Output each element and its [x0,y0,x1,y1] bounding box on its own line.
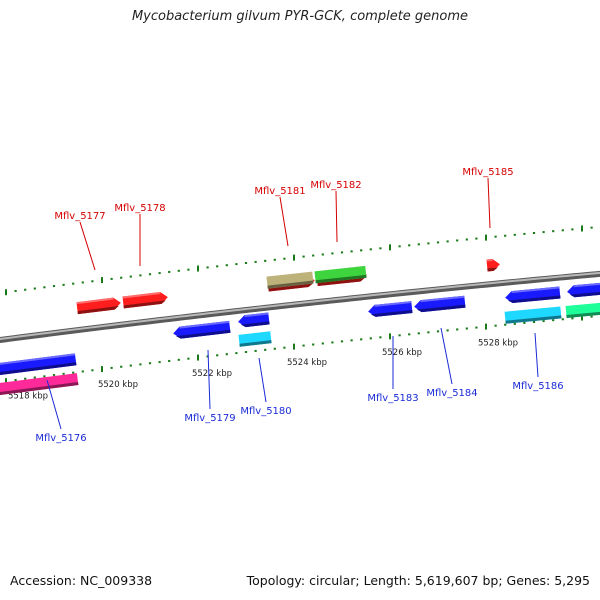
gene-Mflv_5186 [505,286,561,304]
accession-label: Accession: NC_009338 [10,573,153,588]
gene-Mflv_5185 [486,258,500,272]
label-leader-Mflv_5176 [46,379,62,430]
label-leader-Mflv_5185 [487,177,491,229]
scale-label: 5526 kbp [382,348,422,358]
gene-Mflv_5178 [122,291,168,309]
gene-Mflv_5184 [414,295,466,313]
feature-next-reverse [565,301,600,318]
gene-Mflv_5177 [76,297,121,315]
label-leader-Mflv_5179 [207,349,211,410]
label-leader-Mflv_5177 [79,221,96,271]
feature-Mflv_5180 [238,331,272,347]
feature-Mflv_5186 [504,306,562,324]
gene-label-Mflv_5181: Mflv_5181 [254,186,305,197]
scale-label: 5518 kbp [8,391,48,401]
gene-label-Mflv_5180: Mflv_5180 [240,406,291,417]
gene-label-Mflv_5176: Mflv_5176 [35,433,86,444]
scale-label: 5528 kbp [478,338,518,348]
gene-next-reverse [567,281,600,298]
gene-label-Mflv_5179: Mflv_5179 [184,413,235,424]
gene-Mflv_5179 [173,320,231,339]
gene-label-Mflv_5186: Mflv_5186 [512,381,563,392]
label-leader-Mflv_5182 [335,190,338,243]
scale-label: 5524 kbp [287,358,327,368]
gene-label-Mflv_5177: Mflv_5177 [54,211,105,222]
feature-Mflv_5182 [314,265,367,284]
label-leader-Mflv_5184 [440,327,453,385]
label-leader-Mflv_5181 [279,196,289,247]
feature-Mflv_5181 [266,271,314,289]
map-title: Mycobacterium gilvum PYR-GCK, complete g… [131,9,469,24]
genome-info-label: Topology: circular; Length: 5,619,607 bp… [246,573,590,588]
gene-label-Mflv_5183: Mflv_5183 [367,393,418,404]
gene-label-Mflv_5184: Mflv_5184 [426,388,477,399]
gene-Mflv_5183 [368,301,413,317]
scale-label: 5520 kbp [98,380,138,390]
gene-Mflv_5176 [0,353,77,376]
genome-backbone-highlight [0,271,600,341]
gene-Mflv_5180 [238,312,270,328]
label-leader-Mflv_5180 [258,357,267,403]
feature-Mflv_5176 [0,373,79,397]
gene-label-Mflv_5182: Mflv_5182 [310,180,361,191]
gene-label-Mflv_5178: Mflv_5178 [114,203,165,214]
gene-label-Mflv_5185: Mflv_5185 [462,167,513,178]
label-leader-Mflv_5186 [534,332,539,378]
scale-label: 5522 kbp [192,369,232,379]
